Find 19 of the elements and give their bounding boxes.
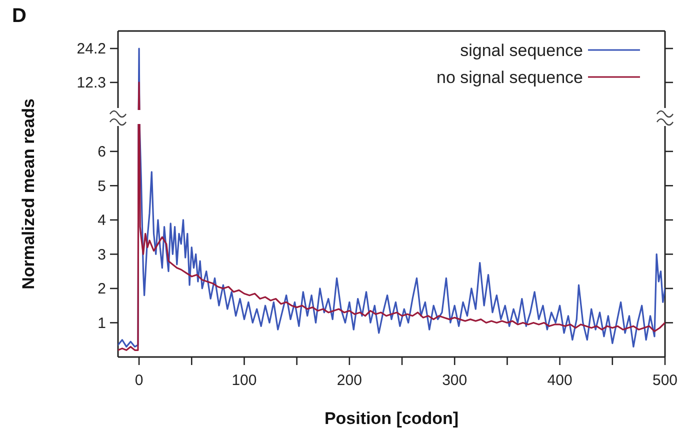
x-tick-label: 500 bbox=[652, 372, 678, 389]
x-tick-label: 0 bbox=[134, 372, 144, 389]
y-tick-label: 12.3 bbox=[76, 74, 106, 92]
y-tick-label: 6 bbox=[98, 144, 106, 161]
legend-label: no signal sequence bbox=[436, 68, 583, 87]
x-tick-label: 300 bbox=[442, 372, 468, 389]
x-tick-label: 200 bbox=[336, 372, 362, 389]
x-tick-label: 400 bbox=[547, 372, 572, 389]
x-tick-label: 100 bbox=[232, 372, 257, 389]
legend-label: signal sequence bbox=[460, 40, 583, 60]
y-tick-label: 3 bbox=[98, 246, 106, 264]
y-tick-label: 24.2 bbox=[76, 40, 106, 58]
y-tick-label: 2 bbox=[98, 280, 106, 298]
x-axis-title: Position [codon] bbox=[324, 409, 459, 428]
y-tick-label: 1 bbox=[98, 314, 106, 332]
y-tick-label: 4 bbox=[98, 212, 106, 230]
chart-title: D bbox=[12, 5, 26, 27]
y-axis-title: Normalized mean reads bbox=[19, 98, 38, 290]
y-tick-label: 5 bbox=[98, 178, 106, 195]
